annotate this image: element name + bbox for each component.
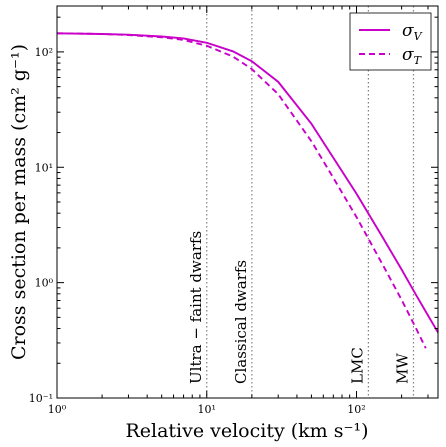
y-tick-label: 10⁻¹: [29, 392, 53, 405]
reference-label: Classical dwarfs: [232, 260, 250, 384]
x-tick-label: 10¹: [198, 403, 216, 416]
y-axis-label: Cross section per mass (cm² g⁻¹): [8, 44, 30, 360]
x-tick-label: 10⁰: [48, 403, 67, 416]
plot-frame: [56, 5, 439, 399]
reference-lines: [206, 6, 415, 398]
reference-label: LMC: [348, 347, 366, 384]
reference-labels: Ultra − faint dwarfs Classical dwarfs LMC M…: [187, 231, 412, 384]
series-curves: [56, 32, 439, 349]
y-tick-label: 10⁰: [35, 277, 54, 290]
legend-label: σT: [402, 45, 423, 67]
reference-label: Ultra − faint dwarfs: [187, 231, 205, 384]
y-tick-label: 10¹: [35, 161, 53, 174]
legend-label: σV: [402, 21, 423, 43]
reference-label: MW: [393, 353, 411, 384]
legend-box: [349, 12, 432, 71]
y-tick-label: 10²: [35, 46, 53, 59]
x-axis-label: Relative velocity (km s⁻¹): [125, 420, 368, 442]
x-tick-label: 10²: [347, 403, 365, 416]
